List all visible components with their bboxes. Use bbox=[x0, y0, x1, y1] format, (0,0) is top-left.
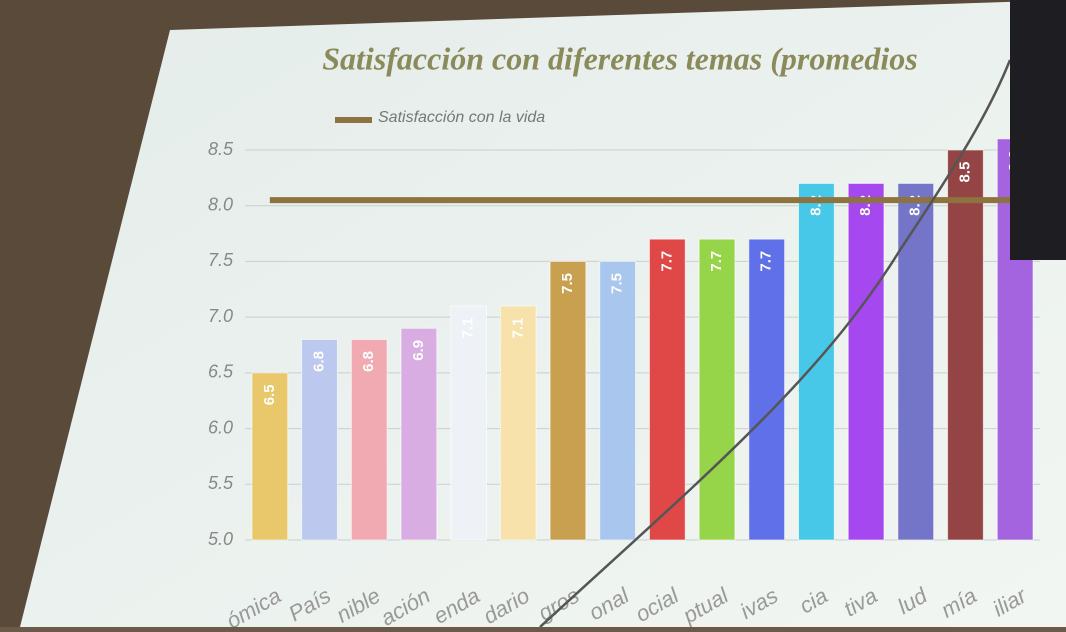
bar bbox=[550, 261, 586, 540]
value-label: 6.5 bbox=[261, 384, 278, 405]
bar bbox=[848, 183, 884, 540]
bar bbox=[898, 183, 934, 540]
value-label: 7.1 bbox=[460, 318, 477, 339]
legend-label: Satisfacción con la vida bbox=[378, 109, 545, 126]
value-label: 7.5 bbox=[559, 273, 576, 294]
value-label: 6.8 bbox=[311, 351, 328, 372]
page: Satisfacción con diferentes temas (prome… bbox=[0, 0, 1066, 627]
chart-title: Satisfacción con diferentes temas (prome… bbox=[322, 40, 918, 76]
y-tick-label: 6.0 bbox=[208, 417, 233, 437]
bar bbox=[451, 306, 487, 540]
bar bbox=[948, 150, 984, 540]
y-tick-label: 8.5 bbox=[208, 139, 234, 159]
y-tick-label: 6.5 bbox=[208, 362, 234, 382]
y-tick-label: 7.5 bbox=[208, 250, 234, 270]
chart: Satisfacción con diferentes temas (prome… bbox=[0, 0, 1066, 627]
y-tick-label: 5.0 bbox=[208, 529, 233, 549]
bar bbox=[649, 239, 685, 540]
y-tick-label: 8.0 bbox=[208, 194, 233, 214]
value-label: 6.9 bbox=[410, 340, 427, 361]
presenter bbox=[1010, 0, 1066, 260]
bar bbox=[749, 239, 785, 540]
value-label: 7.1 bbox=[509, 318, 526, 339]
y-tick-label: 7.0 bbox=[208, 306, 233, 326]
value-label: 8.5 bbox=[956, 162, 973, 183]
value-label: 7.7 bbox=[658, 251, 675, 272]
value-label: 6.8 bbox=[360, 351, 377, 372]
bar bbox=[699, 239, 735, 540]
value-label: 7.7 bbox=[708, 251, 725, 272]
bar bbox=[500, 306, 536, 540]
bar bbox=[600, 261, 636, 540]
value-label: 7.5 bbox=[609, 273, 626, 294]
value-label: 7.7 bbox=[758, 251, 775, 272]
y-tick-label: 5.5 bbox=[208, 473, 234, 493]
